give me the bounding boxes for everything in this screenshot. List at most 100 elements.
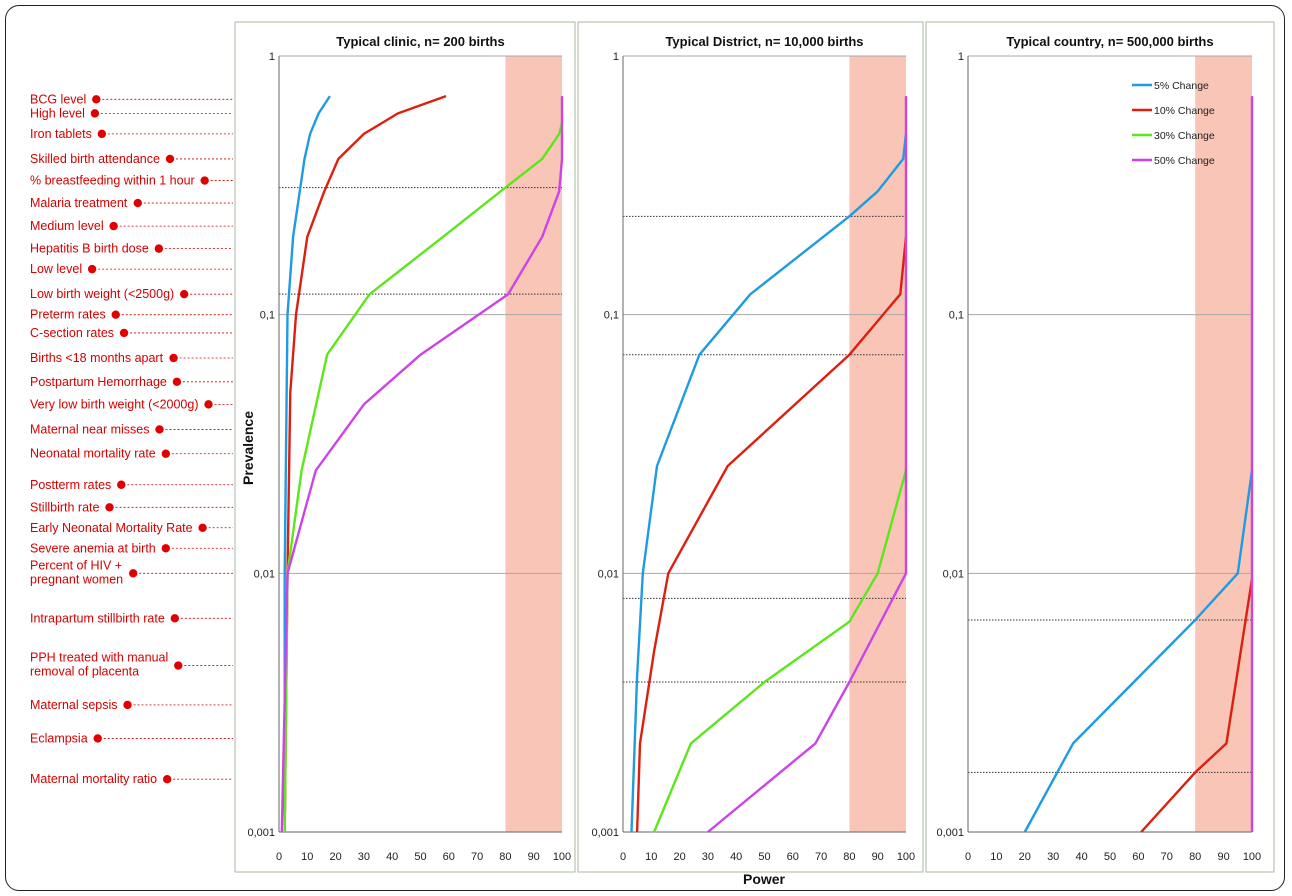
indicator-dot — [172, 377, 182, 387]
indicator-label: Hepatitis B birth dose — [30, 242, 149, 256]
indicator-item: Severe anemia at birth — [30, 541, 233, 555]
indicator-dot — [93, 734, 102, 743]
indicator-item: Low level — [30, 262, 233, 276]
legend-label: 50% Change — [1154, 155, 1215, 167]
indicator-label: BCG level — [30, 92, 86, 106]
indicator-item: BCG level — [30, 92, 233, 106]
y-tick-label: 0,1 — [260, 310, 275, 322]
indicator-dot — [179, 289, 189, 299]
series-line-3 — [652, 470, 908, 833]
indicator-label: Preterm rates — [30, 308, 106, 322]
indicator-item: Early Neonatal Mortality Rate — [30, 521, 233, 535]
indicator-label: High level — [30, 106, 85, 120]
x-tick-label: 40 — [730, 851, 742, 863]
y-tick-label: 0,001 — [591, 827, 619, 839]
indicator-label: Postterm rates — [30, 478, 111, 492]
x-tick-label: 100 — [553, 851, 571, 863]
x-tick-label: 40 — [1075, 851, 1087, 863]
indicator-item: Maternal near misses — [30, 422, 233, 436]
indicator-label: Maternal near misses — [30, 422, 150, 436]
x-tick-label: 60 — [787, 851, 799, 863]
y-tick-label: 0,1 — [949, 310, 964, 322]
indicator-dot — [87, 264, 97, 274]
x-tick-label: 10 — [990, 851, 1002, 863]
indicator-item: Hepatitis B birth dose — [30, 242, 233, 256]
indicator-dot — [170, 614, 180, 623]
indicator-dot — [133, 198, 142, 208]
x-tick-label: 30 — [1047, 851, 1059, 863]
indicator-dot — [161, 449, 170, 458]
x-tick-label: 50 — [758, 851, 770, 863]
x-tick-label: 20 — [673, 851, 685, 863]
y-tick-label: 1 — [613, 51, 619, 63]
indicator-dot — [97, 129, 107, 139]
indicator-dot — [198, 523, 207, 532]
indicator-item: High level — [30, 106, 233, 120]
indicator-label: Postpartum Hemorrhage — [30, 375, 167, 389]
x-tick-label: 20 — [329, 851, 341, 863]
indicator-label: Medium level — [30, 219, 104, 233]
legend-label: 5% Change — [1154, 80, 1209, 92]
x-tick-label: 100 — [897, 851, 915, 863]
indicator-label: Stillbirth rate — [30, 500, 100, 514]
indicator-label: Low level — [30, 262, 82, 276]
indicator-item: Skilled birth attendance — [30, 152, 233, 166]
legend-label: 10% Change — [1154, 105, 1215, 117]
power-threshold-region — [505, 56, 562, 832]
indicator-item: Malaria treatment — [30, 196, 233, 210]
indicator-label-line: removal of placenta — [30, 665, 139, 679]
indicator-label-line: Percent of HIV + — [30, 558, 122, 572]
indicator-label: Iron tablets — [30, 127, 92, 141]
series-line-2 — [283, 94, 447, 833]
x-tick-label: 50 — [414, 851, 426, 863]
y-tick-label: 0,01 — [598, 568, 619, 580]
x-tick-label: 0 — [620, 851, 626, 863]
x-tick-label: 30 — [358, 851, 370, 863]
indicator-item: C-section rates — [30, 326, 233, 340]
x-tick-label: 100 — [1243, 851, 1261, 863]
indicator-item: Neonatal mortality rate — [30, 447, 233, 461]
indicator-item: Percent of HIV + pregnant women — [30, 558, 233, 586]
chart-panel-2: Typical District, n= 10,000 births0,0010… — [577, 21, 924, 873]
x-axis-label: Power — [743, 871, 786, 887]
legend: 5% Change 10% Change 30% Change 50% Change — [1132, 80, 1215, 167]
indicator-label: Maternal mortality ratio — [30, 772, 157, 786]
indicator-label: Early Neonatal Mortality Rate — [30, 521, 193, 535]
indicator-dot — [119, 328, 129, 338]
indicator-dot — [117, 480, 126, 489]
indicator-item: Preterm rates — [30, 308, 233, 322]
indicator-item: Postterm rates — [30, 478, 233, 492]
panel-title: Typical country, n= 500,000 births — [1006, 34, 1213, 49]
indicator-dot — [200, 176, 209, 185]
indicator-dot — [161, 544, 171, 553]
x-tick-label: 0 — [965, 851, 971, 863]
indicator-dot — [204, 400, 213, 409]
series-line-1 — [283, 95, 331, 832]
indicator-dot — [154, 244, 164, 253]
indicator-label-line: PPH treated with manual — [30, 651, 168, 665]
indicator-dot — [174, 661, 183, 670]
indicator-item: PPH treated with manual removal of placen… — [30, 651, 233, 679]
y-tick-label: 0,01 — [943, 568, 964, 580]
indicator-item: Iron tablets — [30, 127, 233, 141]
indicator-dot — [105, 503, 114, 512]
indicator-item: Medium level — [30, 219, 233, 233]
series-line-1 — [630, 133, 908, 833]
series-line-4 — [707, 96, 908, 833]
indicator-item: Maternal sepsis — [30, 698, 233, 712]
power-threshold-region — [849, 56, 906, 832]
indicator-label: Percent of HIV + pregnant women — [30, 558, 123, 586]
indicator-label: Severe anemia at birth — [30, 541, 156, 555]
x-tick-label: 80 — [1189, 851, 1201, 863]
indicator-dot — [155, 425, 164, 434]
indicator-label: C-section rates — [30, 326, 114, 340]
indicator-label: Eclampsia — [30, 731, 88, 745]
panel-title: Typical District, n= 10,000 births — [665, 34, 863, 49]
indicator-label: Neonatal mortality rate — [30, 447, 156, 461]
chart-panel-3: Typical country, n= 500,000 births0,0010… — [925, 21, 1275, 873]
x-tick-label: 80 — [499, 851, 511, 863]
indicator-label: Maternal sepsis — [30, 698, 118, 712]
x-tick-label: 70 — [815, 851, 827, 863]
indicator-label-line: pregnant women — [30, 572, 123, 586]
